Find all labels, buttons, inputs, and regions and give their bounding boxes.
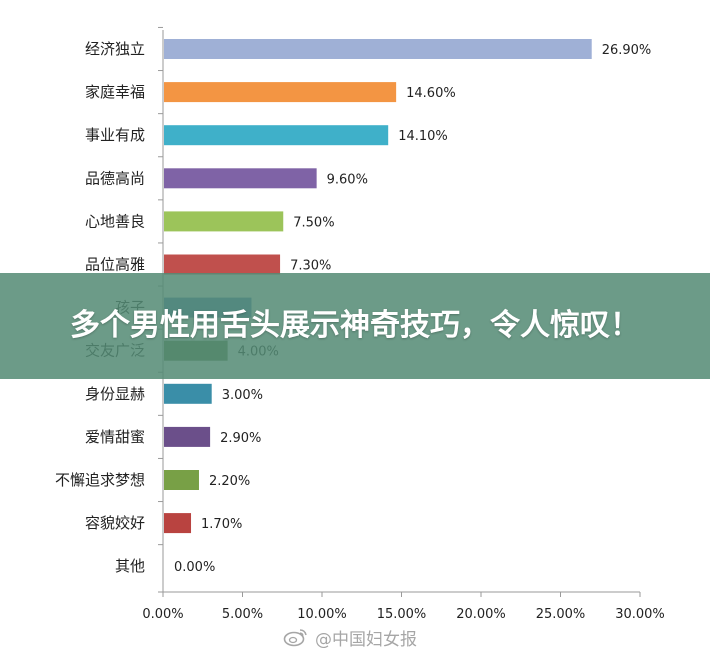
value-label: 2.90% — [220, 431, 261, 446]
x-tick-label: 30.00% — [615, 607, 665, 622]
value-label: 9.60% — [327, 172, 368, 187]
value-label: 14.10% — [398, 129, 448, 144]
value-label: 14.60% — [406, 86, 456, 101]
x-tick-label: 0.00% — [142, 607, 183, 622]
x-tick-label: 10.00% — [297, 607, 347, 622]
category-label: 家庭幸福 — [85, 83, 145, 101]
bar-8 — [164, 383, 212, 404]
bar-9 — [164, 426, 211, 447]
x-tick-label: 25.00% — [536, 607, 586, 622]
x-tick-label: 20.00% — [456, 607, 506, 622]
headline-banner: 多个男性用舌头展示神奇技巧，令人惊叹！ — [0, 273, 710, 379]
bar-3 — [164, 168, 317, 189]
value-label: 1.70% — [201, 517, 242, 532]
watermark: @中国妇女报 — [283, 626, 417, 650]
value-labels: 26.90%14.60%14.10%9.60%7.50%7.30%4.00%3.… — [174, 43, 651, 575]
bar-5 — [164, 254, 281, 275]
bar-11 — [164, 513, 192, 534]
x-tick-label: 5.00% — [222, 607, 263, 622]
value-label: 3.00% — [222, 388, 263, 403]
category-label: 品德高尚 — [85, 169, 145, 187]
category-label: 身份显赫 — [85, 385, 145, 403]
x-tick-label: 15.00% — [377, 607, 427, 622]
bar-0 — [164, 39, 592, 59]
category-label: 容貌姣好 — [85, 514, 145, 532]
category-label: 品位高雅 — [85, 256, 145, 274]
bar-4 — [164, 211, 284, 232]
category-label: 不懈追求梦想 — [55, 471, 145, 489]
watermark-text: @中国妇女报 — [315, 629, 417, 650]
category-label: 爱情甜蜜 — [85, 428, 145, 446]
x-axis: 0.00% 5.00% 10.00% 15.00% 20.00% 25.00% 30.00% — [142, 26, 665, 622]
bar-1 — [164, 82, 397, 103]
bar-2 — [164, 125, 389, 146]
value-label: 0.00% — [174, 560, 215, 575]
category-label: 心地善良 — [85, 212, 145, 230]
category-label: 经济独立 — [85, 40, 145, 58]
value-label: 2.20% — [209, 474, 250, 489]
weibo-icon — [283, 629, 307, 647]
category-label: 其他 — [115, 557, 145, 575]
value-label: 26.90% — [602, 43, 652, 58]
bar-10 — [164, 470, 199, 490]
category-label: 事业有成 — [85, 126, 145, 144]
value-label: 7.50% — [293, 215, 334, 230]
headline-text: 多个男性用舌头展示神奇技巧，令人惊叹！ — [70, 308, 640, 343]
value-label: 7.30% — [290, 259, 331, 274]
